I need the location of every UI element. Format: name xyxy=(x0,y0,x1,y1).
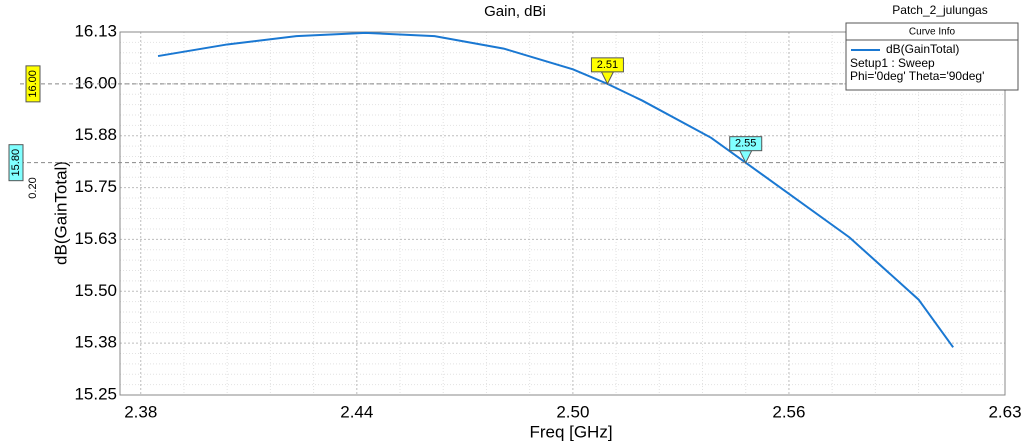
marker-y-label: 15.80 xyxy=(10,149,22,177)
y-axis-label: dB(GainTotal) xyxy=(51,161,70,265)
y-tick-label: 15.63 xyxy=(74,229,117,248)
x-tick-label: 2.63 xyxy=(988,402,1021,421)
y-tick-label: 15.25 xyxy=(74,384,117,403)
chart-title: Gain, dBi xyxy=(484,3,546,20)
marker-tag xyxy=(729,136,763,152)
legend-line: Setup1 : Sweep xyxy=(850,56,935,70)
marker-y-tag xyxy=(8,144,24,182)
x-axis-label: Freq [GHz] xyxy=(529,422,612,441)
marker-delta-label: 0.20 xyxy=(27,177,39,198)
marker-x-label: 2.55 xyxy=(735,138,756,150)
x-tick-label: 2.56 xyxy=(772,402,805,421)
y-tick-label: 16.00 xyxy=(74,73,117,92)
x-tick-label: 2.44 xyxy=(340,402,373,421)
legend-line: Phi='0deg' Theta='90deg' xyxy=(850,69,984,83)
x-tick-label: 2.38 xyxy=(124,402,157,421)
marker-y-tag xyxy=(25,65,41,103)
legend-title: Curve Info xyxy=(909,27,956,38)
y-tick-label: 15.75 xyxy=(74,177,117,196)
x-tick-label: 2.50 xyxy=(556,402,589,421)
marker-y-label: 16.00 xyxy=(27,70,39,98)
y-tick-label: 15.50 xyxy=(74,281,117,300)
marker-tag xyxy=(590,57,624,73)
y-tick-label: 15.88 xyxy=(74,125,117,144)
marker-x-label: 2.51 xyxy=(597,59,618,71)
y-tick-label: 16.13 xyxy=(74,21,117,40)
project-name: Patch_2_julungas xyxy=(892,3,987,17)
legend-entry: dB(GainTotal) xyxy=(886,42,959,56)
plot-frame xyxy=(119,31,1006,396)
y-tick-label: 15.38 xyxy=(74,333,117,352)
legend-box xyxy=(845,22,1019,91)
series-line xyxy=(157,31,954,348)
legend: Curve Info dB(GainTotal)Setup1 : SweepPhi… xyxy=(845,22,1019,91)
